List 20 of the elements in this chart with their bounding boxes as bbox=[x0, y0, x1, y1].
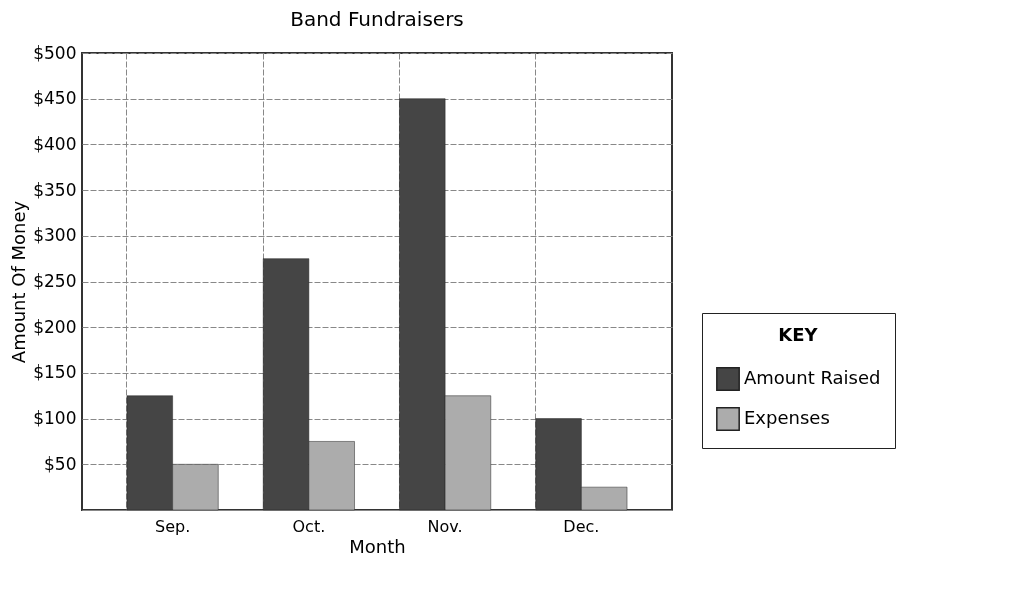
x-tick-label: Oct. bbox=[292, 516, 326, 536]
x-tick-label: Dec. bbox=[563, 516, 600, 536]
legend-label: Amount Raised bbox=[744, 367, 881, 388]
y-tick-label: $400 bbox=[33, 133, 77, 154]
x-tick-label: Nov. bbox=[427, 516, 463, 536]
y-tick-label: $200 bbox=[33, 316, 77, 337]
y-tick-label: $250 bbox=[33, 271, 77, 291]
y-tick-label: $350 bbox=[33, 179, 77, 200]
y-tick-label: $300 bbox=[33, 225, 77, 246]
y-tick-label: $500 bbox=[33, 42, 77, 63]
x-tick-label: Sep. bbox=[154, 516, 191, 536]
y-tick-label: $450 bbox=[33, 88, 77, 109]
chart-title: Band Fundraisers bbox=[290, 7, 464, 31]
y-tick-label: $150 bbox=[33, 362, 77, 383]
legend-label: Expenses bbox=[744, 407, 830, 428]
y-tick-label: $50 bbox=[44, 453, 77, 474]
x-axis-title: Month bbox=[349, 535, 406, 557]
y-tick-label: $100 bbox=[33, 408, 77, 429]
legend-title: KEY bbox=[778, 324, 819, 345]
y-axis-title: Amount Of Money bbox=[8, 200, 30, 364]
